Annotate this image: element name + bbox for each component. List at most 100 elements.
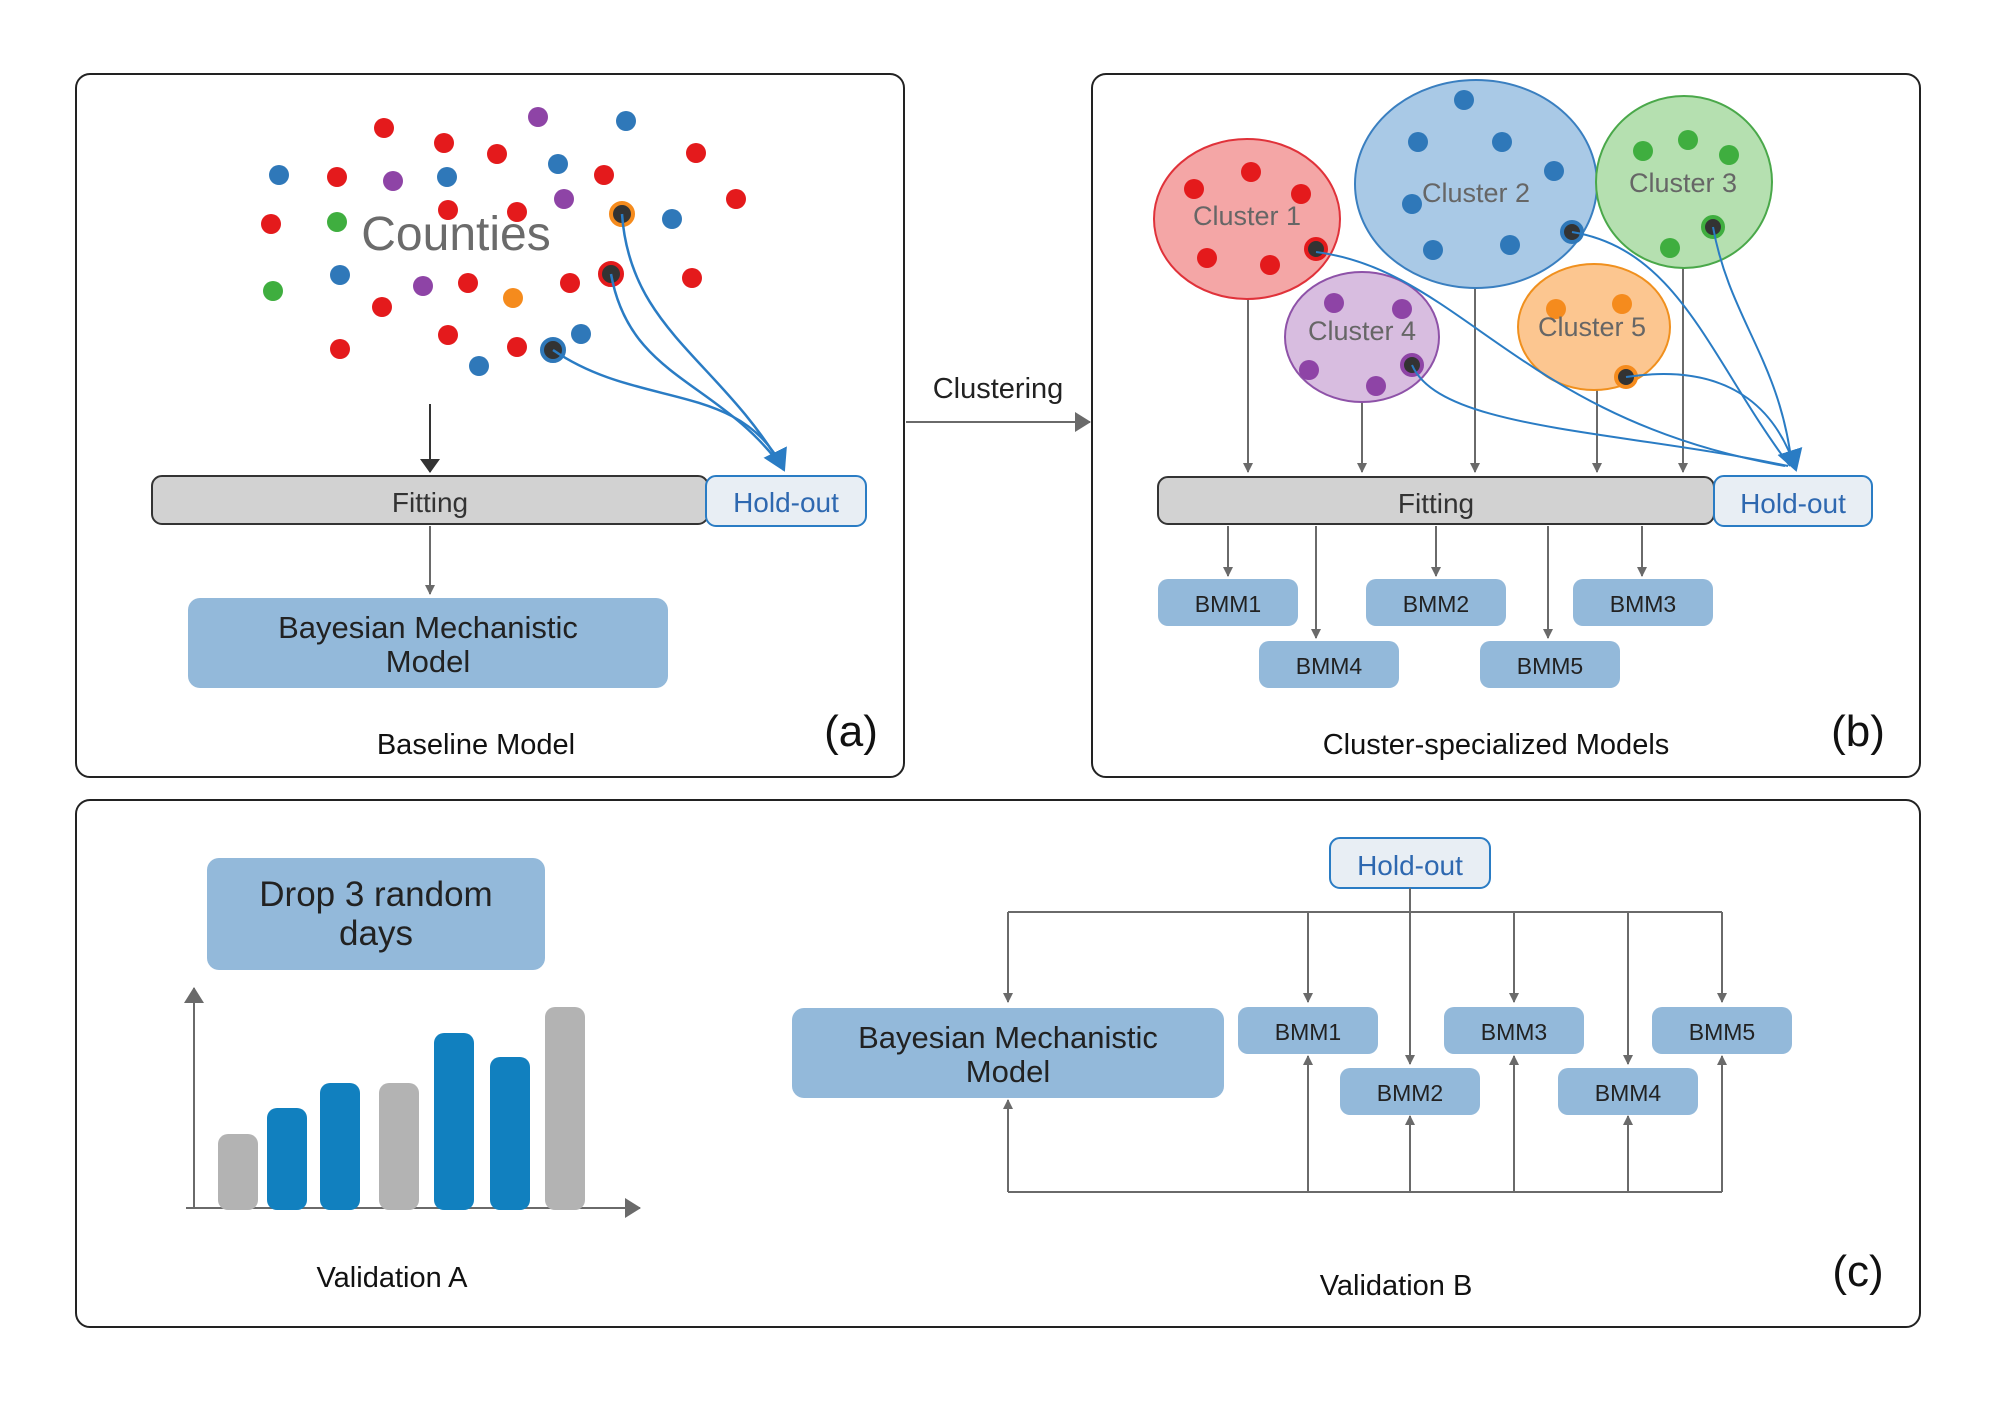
kept-day-bar [267,1108,307,1210]
dropped-day-bar [379,1083,419,1210]
cluster-dot [1660,238,1680,258]
bmm2-box-b: BMM2 [1366,579,1506,626]
kept-day-bar [434,1033,474,1210]
bmm5-label-b: BMM5 [1517,653,1583,679]
county-dot [686,143,706,163]
bayesian-model-label-a-line2: Model [386,644,470,679]
holdout-curve-c5 [1625,373,1803,472]
holdout-curve-c3 [1712,226,1793,467]
bayesian-model-box-c [792,1008,1224,1098]
county-dot [330,339,350,359]
county-dot [507,337,527,357]
cluster-dot [1633,141,1653,161]
panel-b-letter: (b) [1831,707,1885,756]
bmm3-box-c: BMM3 [1444,1007,1584,1054]
county-dot [487,144,507,164]
caption-baseline-model: Baseline Model [377,729,575,761]
cluster-dot [1454,90,1474,110]
dropped-day-bar [545,1007,585,1210]
bmm4-box-c: BMM4 [1558,1068,1698,1115]
cluster-dot [1366,376,1386,396]
county-dot [372,297,392,317]
cluster-dots [1184,90,1739,396]
counties-label: Counties [361,208,550,261]
bmm1-box-c: BMM1 [1238,1007,1378,1054]
holdout-curve-red [609,273,786,471]
county-dots [261,107,746,376]
cluster-4-label: Cluster 4 [1308,316,1416,346]
county-dot [327,167,347,187]
county-dot [438,200,458,220]
county-dot [327,212,347,232]
panel-a: Counties Fitting Hold-out Bayesian Mecha… [75,73,905,778]
county-dot [261,214,281,234]
county-dot [726,189,746,209]
holdout-label-c: Hold-out [1357,850,1463,881]
bmm5-label-c: BMM5 [1689,1019,1755,1045]
holdout-box-b [1713,475,1873,527]
bmm4-label-c: BMM4 [1595,1080,1662,1106]
holdout-cluster-dot [1304,237,1328,261]
county-dot [263,281,283,301]
caption-validation-b: Validation B [1320,1270,1473,1302]
county-dot [269,165,289,185]
county-dot [437,167,457,187]
fitting-label-b: Fitting [1398,488,1474,519]
drop-days-label-line1: Drop 3 random [259,875,492,914]
bmm3-label-b: BMM3 [1610,591,1676,617]
bmm5-box-c: BMM5 [1652,1007,1792,1054]
cluster-dot [1500,235,1520,255]
cluster-dot [1291,184,1311,204]
holdout-curve-blue [552,348,787,472]
cluster-dot [1423,240,1443,260]
cluster-dot [1197,248,1217,268]
county-dot [507,202,527,222]
panel-c-letter: (c) [1832,1247,1883,1296]
kept-day-bar [490,1057,530,1210]
county-dot [662,209,682,229]
county-dot [374,118,394,138]
bmm4-label-b: BMM4 [1296,653,1363,679]
fitting-label-a: Fitting [392,487,468,518]
caption-cluster-specialized: Cluster-specialized Models [1323,729,1670,761]
holdout-curve-c2 [1571,231,1791,467]
bayesian-model-box-a [188,598,668,688]
county-dot [458,273,478,293]
cluster-3-ellipse [1595,95,1773,269]
county-dot [616,111,636,131]
cluster-dot [1392,299,1412,319]
county-dot [434,133,454,153]
cluster-5-label: Cluster 5 [1538,312,1646,342]
bmm2-label-b: BMM2 [1403,591,1469,617]
cluster-dot [1299,360,1319,380]
bmm4-box-b: BMM4 [1259,641,1399,688]
cluster-3-label: Cluster 3 [1629,168,1737,198]
bmm2-box-c: BMM2 [1340,1068,1480,1115]
holdout-curve-c4 [1411,364,1789,467]
cluster-dot [1260,255,1280,275]
cluster-dot [1612,294,1632,314]
county-dot [571,324,591,344]
cluster-dot [1719,145,1739,165]
bmm1-label-c: BMM1 [1275,1019,1341,1045]
panel-b: Cluster 1 Cluster 2 Cluster 3 Cluster 4 … [1091,73,1921,778]
cluster-dot [1492,132,1512,152]
kept-day-bar [320,1083,360,1210]
bayesian-model-label-c-line2: Model [966,1054,1050,1089]
cluster-5-ellipse [1517,263,1671,391]
bmm3-box-b: BMM3 [1573,579,1713,626]
bmm1-box-b: BMM1 [1158,579,1298,626]
cluster-dot [1324,293,1344,313]
county-dot [438,325,458,345]
county-dot [594,165,614,185]
county-dot [548,154,568,174]
holdout-curve-orange [620,213,786,471]
county-dot [560,273,580,293]
county-dot [682,268,702,288]
holdout-label-b: Hold-out [1740,488,1846,519]
clustering-label: Clustering [933,373,1064,405]
panel-c: Drop 3 random days Validation A Hold-out… [75,799,1921,1328]
cluster-dot [1241,162,1261,182]
holdout-box-a [705,475,867,527]
day-bars [218,1007,585,1210]
